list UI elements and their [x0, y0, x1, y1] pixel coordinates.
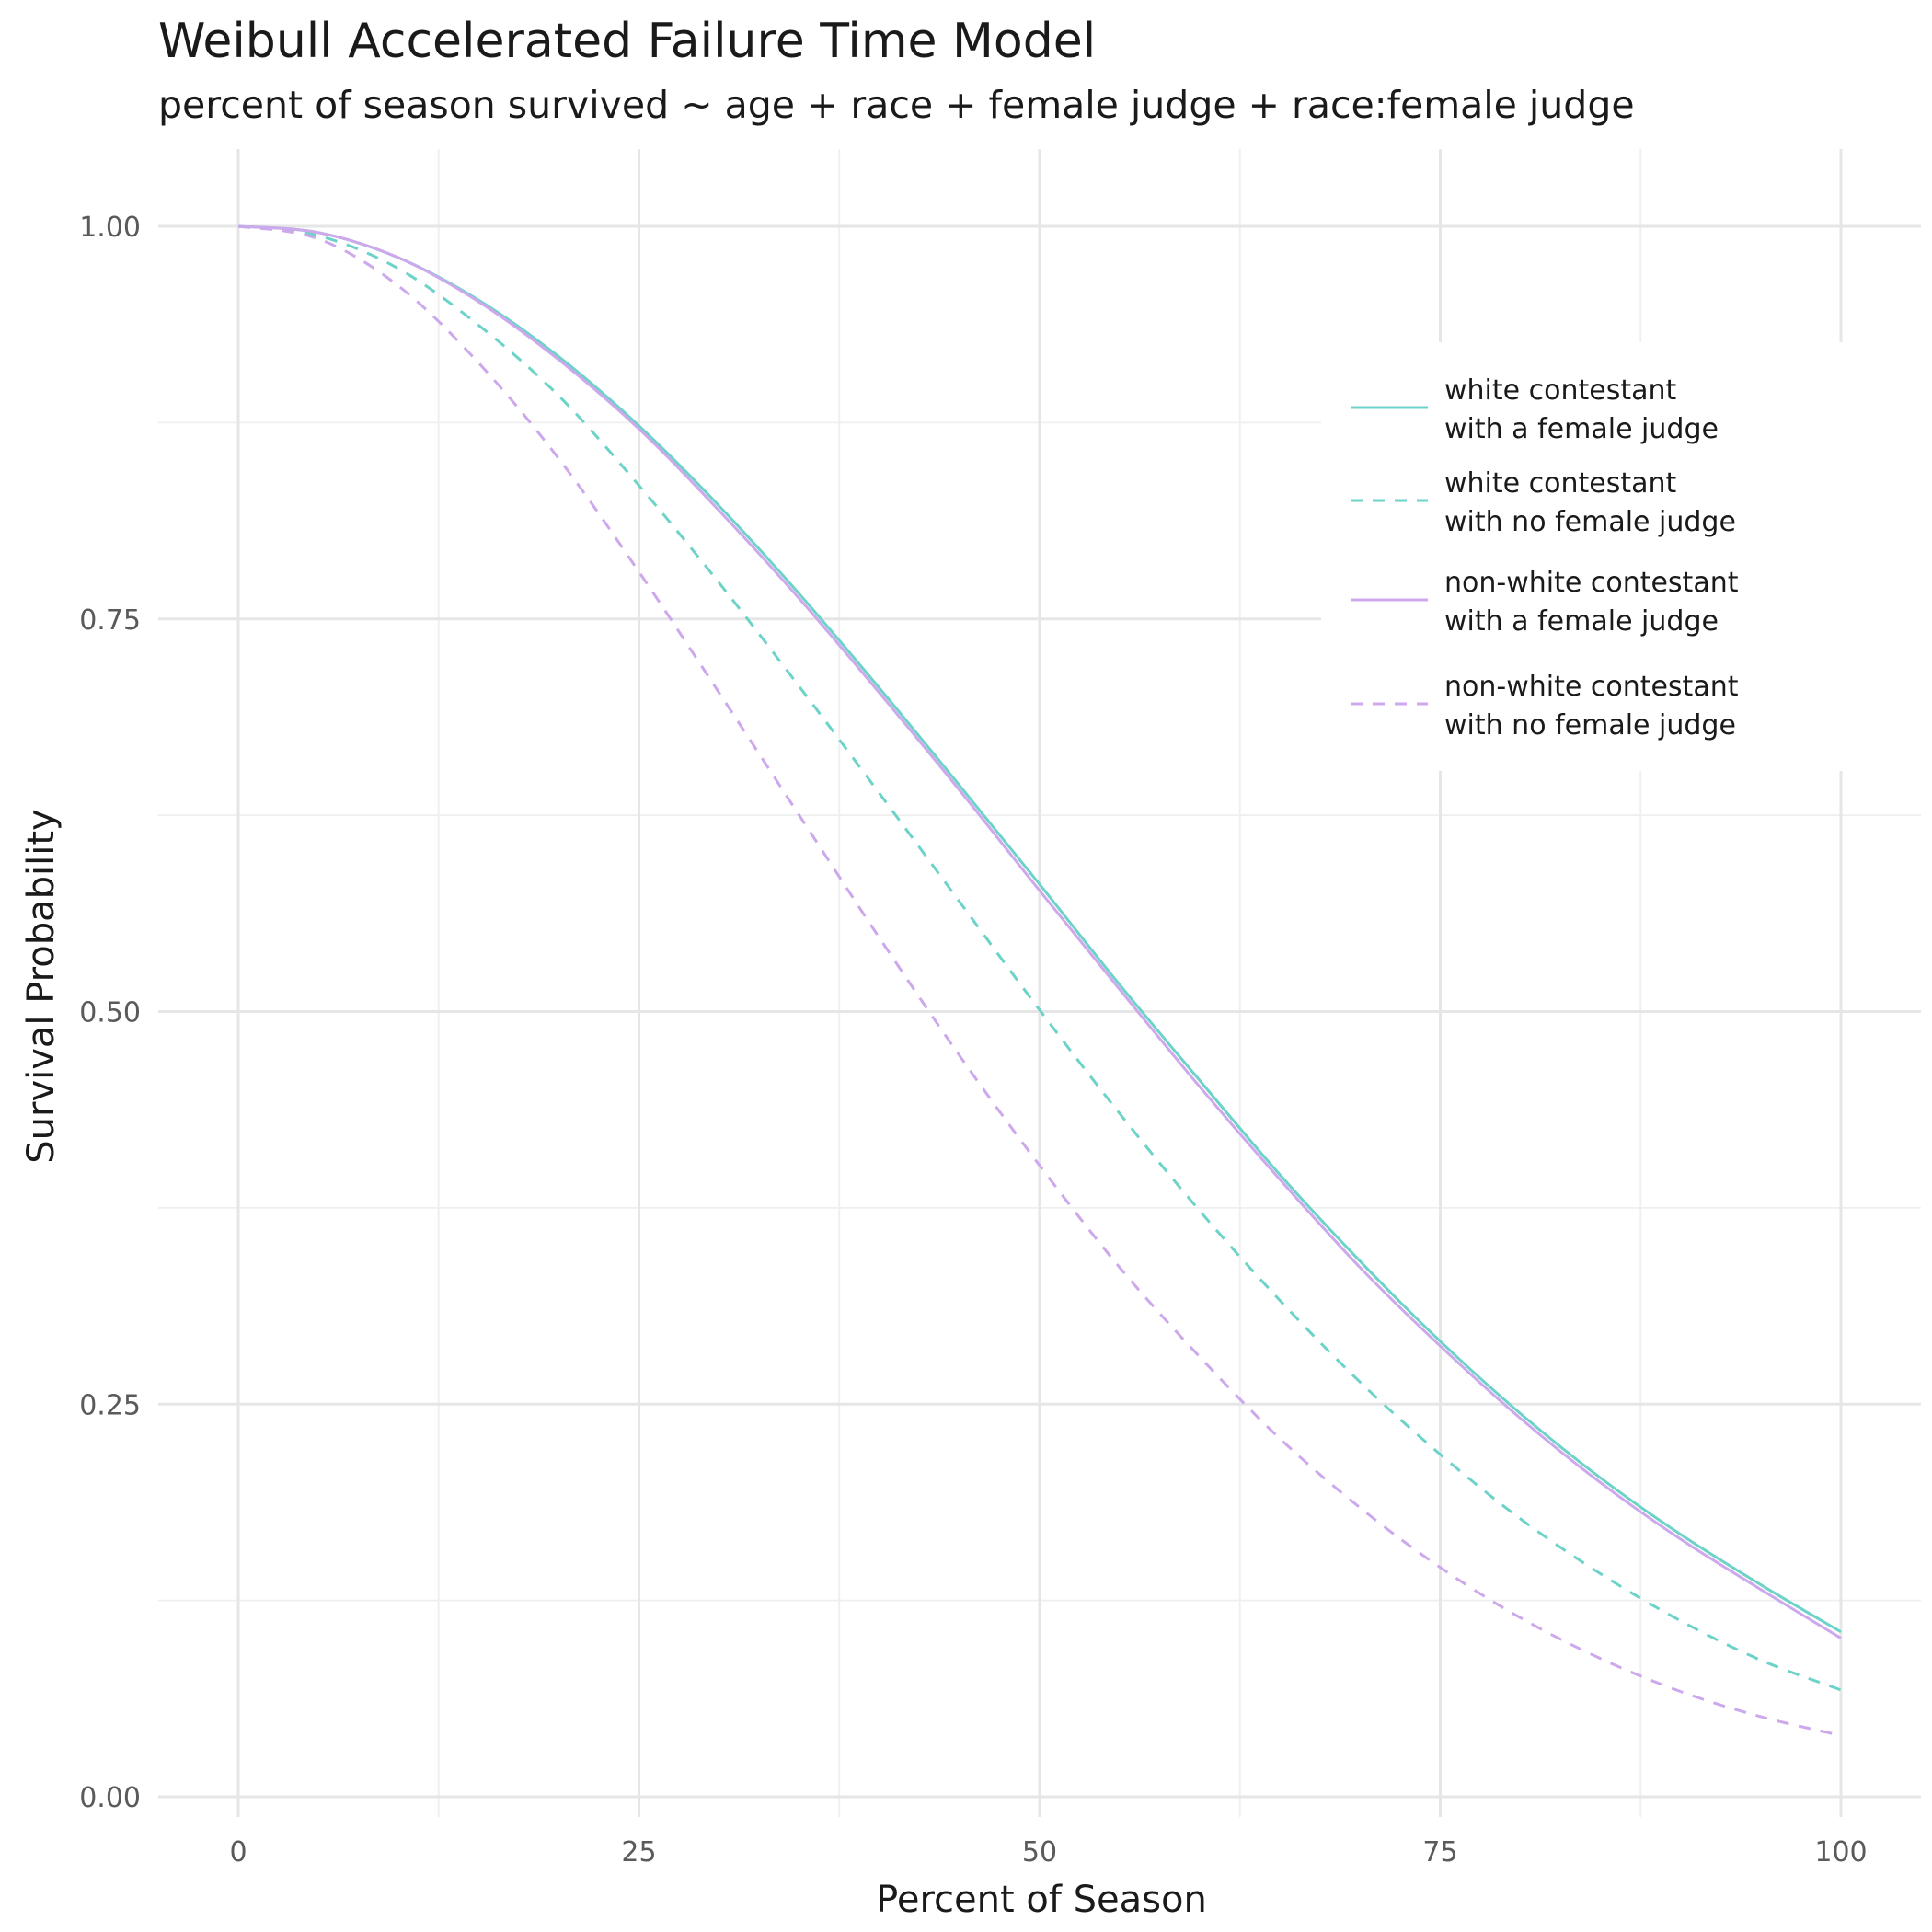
x-tick-label: 0 — [229, 1836, 247, 1869]
x-tick-label: 100 — [1814, 1836, 1867, 1869]
series-line-nonwhite-female-judge — [237, 224, 1842, 1639]
y-tick-label: 0.00 — [79, 1782, 141, 1814]
y-axis-title: Survival Probability — [20, 809, 63, 1163]
x-tick-label: 25 — [621, 1836, 656, 1869]
legend: white contestant with a female judge white… — [1321, 342, 1921, 771]
series-line-white-female-judge — [237, 224, 1842, 1634]
x-axis-ticks: 0 25 50 75 100 — [229, 1836, 1867, 1869]
chart-title: Weibull Accelerated Failure Time Model — [158, 14, 1096, 69]
legend-label-white-female-judge: white contestant with a female judge — [1444, 374, 1719, 445]
y-tick-label: 0.75 — [79, 604, 141, 637]
legend-background — [1321, 342, 1921, 771]
series-line-nonwhite-no-female-judge — [237, 224, 1842, 1737]
y-tick-label: 0.25 — [79, 1389, 141, 1421]
series-line-white-no-female-judge — [237, 224, 1842, 1692]
legend-label-nonwhite-no-female-judge: non-white contestant with no female judge — [1444, 671, 1739, 742]
legend-label-nonwhite-female-judge: non-white contestant with a female judge — [1444, 567, 1739, 638]
y-tick-label: 1.00 — [79, 212, 141, 244]
legend-label-white-no-female-judge: white contestant with no female judge — [1444, 467, 1736, 538]
y-tick-label: 0.50 — [79, 997, 141, 1029]
y-axis-ticks: 0.00 0.25 0.50 0.75 1.00 — [79, 212, 141, 1814]
x-tick-label: 75 — [1422, 1836, 1457, 1869]
chart-subtitle: percent of season survived ~ age + race … — [158, 83, 1635, 127]
x-axis-title: Percent of Season — [876, 1879, 1207, 1921]
x-tick-label: 50 — [1022, 1836, 1057, 1869]
series-lines — [237, 224, 1842, 1737]
